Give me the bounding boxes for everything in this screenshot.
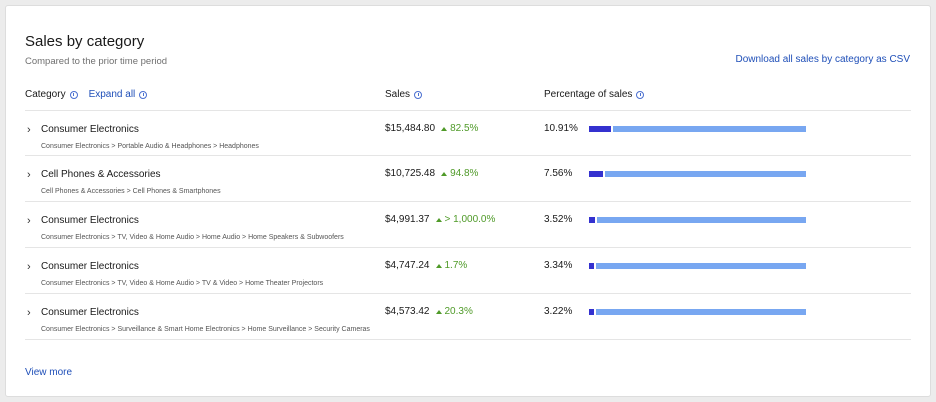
sales-change: > 1,000.0% (435, 214, 496, 225)
sales-change: 1.7% (435, 260, 468, 271)
percentage-value: 3.52% (544, 214, 573, 225)
percentage-column-header: Percentage of sales (544, 89, 645, 100)
view-more-link[interactable]: View more (25, 367, 73, 378)
chevron-right-icon[interactable]: › (27, 169, 31, 181)
sales-change: 20.3% (435, 306, 473, 317)
table-row: › Consumer Electronics Consumer Electron… (25, 202, 911, 248)
sales-value: $4,747.24 (385, 260, 430, 271)
percentage-header-label: Percentage of sales (544, 89, 633, 100)
category-path: Consumer Electronics > Surveillance & Sm… (41, 326, 370, 333)
category-name: Consumer Electronics (41, 261, 139, 272)
percentage-bar (589, 263, 806, 269)
info-icon[interactable] (414, 90, 423, 99)
info-icon[interactable] (636, 90, 645, 99)
info-icon[interactable] (69, 90, 78, 99)
chevron-right-icon[interactable]: › (27, 124, 31, 136)
category-path: Consumer Electronics > TV, Video & Home … (41, 234, 344, 241)
category-name: Cell Phones & Accessories (41, 169, 161, 180)
expand-all-link[interactable]: Expand all (89, 89, 148, 100)
category-path: Cell Phones & Accessories > Cell Phones … (41, 188, 221, 195)
sales-cell: $4,747.24 1.7% (385, 260, 467, 271)
category-name: Consumer Electronics (41, 307, 139, 318)
table-row: › Consumer Electronics Consumer Electron… (25, 294, 911, 340)
sales-by-category-card: Sales by category Compared to the prior … (5, 5, 931, 397)
sales-cell: $4,991.37 > 1,000.0% (385, 214, 495, 225)
sales-cell: $10,725.48 94.8% (385, 168, 478, 179)
percentage-bar (589, 309, 806, 315)
percentage-bar (589, 217, 806, 223)
sales-value: $4,573.42 (385, 306, 430, 317)
category-header-label: Category (25, 89, 66, 100)
category-name: Consumer Electronics (41, 124, 139, 135)
triangle-up-icon (435, 263, 442, 268)
info-icon[interactable] (139, 90, 148, 99)
page-subtitle: Compared to the prior time period (25, 56, 168, 67)
percentage-bar (589, 126, 806, 132)
percentage-bar-fill (589, 309, 596, 315)
percentage-bar-fill (589, 263, 597, 269)
chevron-right-icon[interactable]: › (27, 307, 31, 319)
triangle-up-icon (441, 171, 448, 176)
category-name: Consumer Electronics (41, 215, 139, 226)
expand-all-label: Expand all (88, 89, 136, 100)
table-row: › Consumer Electronics Consumer Electron… (25, 110, 911, 156)
page-title: Sales by category (25, 33, 145, 50)
table-row: › Cell Phones & Accessories Cell Phones … (25, 156, 911, 202)
sales-value: $15,484.80 (385, 123, 436, 134)
percentage-bar-fill (589, 126, 613, 132)
percentage-value: 7.56% (544, 168, 573, 179)
table-row: › Consumer Electronics Consumer Electron… (25, 248, 911, 294)
percentage-value: 3.34% (544, 260, 573, 271)
sales-header-label: Sales (385, 89, 411, 100)
category-table: › Consumer Electronics Consumer Electron… (25, 110, 911, 340)
sales-change-value: 94.8% (450, 168, 479, 179)
triangle-up-icon (435, 309, 442, 314)
category-column-header: Category Expand all (25, 89, 148, 100)
sales-change: 82.5% (441, 123, 478, 134)
sales-cell: $15,484.80 82.5% (385, 123, 478, 134)
percentage-bar (589, 171, 806, 177)
percentage-bar-fill (589, 171, 606, 177)
sales-change: 94.8% (441, 168, 478, 179)
percentage-bar-fill (589, 217, 597, 223)
sales-value: $4,991.37 (385, 214, 430, 225)
category-path: Consumer Electronics > TV, Video & Home … (41, 280, 324, 287)
chevron-right-icon[interactable]: › (27, 215, 31, 227)
sales-change-value: 82.5% (450, 123, 479, 134)
sales-column-header: Sales (385, 89, 423, 100)
sales-change-value: 1.7% (444, 260, 468, 271)
sales-change-value: 20.3% (444, 306, 473, 317)
sales-change-value: > 1,000.0% (444, 214, 496, 225)
category-path: Consumer Electronics > Portable Audio & … (41, 143, 259, 150)
percentage-value: 3.22% (544, 306, 573, 317)
triangle-up-icon (435, 217, 442, 222)
sales-value: $10,725.48 (385, 168, 436, 179)
percentage-value: 10.91% (544, 123, 578, 134)
sales-cell: $4,573.42 20.3% (385, 306, 473, 317)
triangle-up-icon (441, 126, 448, 131)
download-csv-link[interactable]: Download all sales by category as CSV (735, 54, 910, 65)
chevron-right-icon[interactable]: › (27, 261, 31, 273)
